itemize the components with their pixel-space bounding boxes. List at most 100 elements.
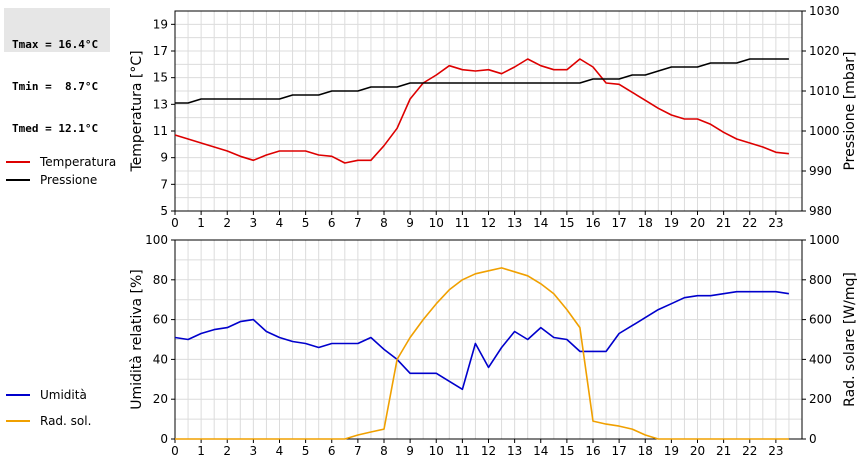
- x-tick-label: 23: [768, 216, 783, 230]
- legend-label-pressione: Pressione: [40, 173, 98, 187]
- x-tick-label: 7: [354, 216, 362, 230]
- x-tick-label: 12: [481, 444, 496, 458]
- y-tick-label: 7: [160, 177, 168, 191]
- stats-box: Tmax = 16.4°C Tmin = 8.7°C Tmed = 12.1°C: [4, 8, 110, 135]
- x-tick-label: 4: [276, 216, 284, 230]
- x-tick-label: 18: [638, 216, 653, 230]
- x-tick-label: 8: [380, 216, 388, 230]
- x-tick-label: 21: [716, 444, 731, 458]
- x-tick-label: 0: [171, 216, 179, 230]
- y2-tick-label: 990: [809, 164, 832, 178]
- y-axis-label: Umidità relativa [%]: [129, 269, 145, 410]
- x-tick-label: 16: [585, 444, 600, 458]
- legend-item-pressione: Pressione: [6, 171, 116, 189]
- y-tick-label: 11: [153, 124, 168, 138]
- x-tick-label: 3: [250, 216, 258, 230]
- y-tick-label: 19: [153, 17, 168, 31]
- x-tick-label: 15: [559, 444, 574, 458]
- x-tick-label: 10: [429, 444, 444, 458]
- y2-tick-label: 1020: [809, 44, 840, 58]
- x-tick-label: 19: [664, 216, 679, 230]
- x-tick-label: 11: [455, 444, 470, 458]
- y2-tick-label: 1030: [809, 4, 840, 18]
- x-tick-label: 3: [250, 444, 258, 458]
- x-tick-label: 13: [507, 216, 522, 230]
- x-tick-label: 8: [380, 444, 388, 458]
- y-axis-label: Temperatura [°C]: [129, 50, 145, 172]
- y-tick-label: 5: [160, 204, 168, 218]
- legend-label-radsol: Rad. sol.: [40, 414, 92, 428]
- y2-axis-label: Rad. solare [W/mq]: [842, 272, 858, 407]
- y-tick-label: 9: [160, 151, 168, 165]
- x-tick-label: 2: [223, 444, 231, 458]
- x-tick-label: 13: [507, 444, 522, 458]
- y-tick-label: 60: [153, 313, 168, 327]
- y-tick-label: 20: [153, 392, 168, 406]
- series-line-umidit-: [174, 290, 790, 391]
- x-tick-label: 17: [611, 216, 626, 230]
- legend-label-temperatura: Temperatura: [40, 155, 117, 169]
- y2-tick-label: 1000: [809, 233, 840, 247]
- legend-item-radsol: Rad. sol.: [6, 412, 91, 430]
- y2-tick-label: 0: [809, 432, 817, 446]
- x-tick-label: 12: [481, 216, 496, 230]
- x-tick-label: 14: [533, 444, 548, 458]
- x-tick-label: 11: [455, 216, 470, 230]
- x-tick-label: 16: [585, 216, 600, 230]
- x-tick-label: 18: [638, 444, 653, 458]
- x-tick-label: 1: [197, 444, 205, 458]
- chart-1: 0 1 2 3 4 5 6 7 8 9 10 11 12 13 14 15 16 17 18 19 20 21 22 2302…: [129, 233, 858, 458]
- legend-label-umidita: Umidità: [40, 388, 87, 402]
- x-tick-label: 1: [197, 216, 205, 230]
- x-tick-label: 0: [171, 444, 179, 458]
- x-tick-label: 9: [406, 444, 414, 458]
- series-line-temperatura: [174, 58, 789, 164]
- x-tick-label: 22: [742, 444, 757, 458]
- y-tick-label: 100: [145, 233, 168, 247]
- y2-tick-label: 400: [809, 352, 832, 366]
- x-tick-label: 19: [664, 444, 679, 458]
- y2-tick-label: 600: [809, 313, 832, 327]
- x-tick-label: 20: [690, 444, 705, 458]
- series-line-pressione: [175, 58, 789, 104]
- x-tick-label: 14: [533, 216, 548, 230]
- legend-swatch-radsol: [6, 420, 30, 422]
- x-tick-label: 9: [406, 216, 414, 230]
- x-tick-label: 7: [354, 444, 362, 458]
- x-tick-label: 15: [559, 216, 574, 230]
- legend-item-umidita: Umidità: [6, 386, 91, 404]
- y-tick-label: 0: [160, 432, 168, 446]
- legend-swatch-temperatura: [6, 161, 30, 163]
- y-tick-label: 80: [153, 273, 168, 287]
- x-tick-label: 5: [302, 444, 310, 458]
- y2-tick-label: 800: [809, 273, 832, 287]
- chart-0: 0 1 2 3 4 5 6 7 8 9 10 11 12 13 14 15 16 17 18 19 20 21 22 2357…: [129, 4, 858, 230]
- x-tick-label: 20: [690, 216, 705, 230]
- x-tick-label: 5: [302, 216, 310, 230]
- x-tick-label: 22: [742, 216, 757, 230]
- y2-tick-label: 1010: [809, 84, 840, 98]
- y2-tick-label: 980: [809, 204, 832, 218]
- y-tick-label: 40: [153, 352, 168, 366]
- y2-tick-label: 1000: [809, 124, 840, 138]
- legend-item-temperatura: Temperatura: [6, 153, 116, 171]
- tmed-label: Tmed = 12.1°C: [12, 122, 99, 135]
- x-tick-label: 17: [611, 444, 626, 458]
- x-tick-label: 10: [429, 216, 444, 230]
- y-tick-label: 15: [153, 71, 168, 85]
- x-tick-label: 21: [716, 216, 731, 230]
- x-tick-label: 4: [276, 444, 284, 458]
- x-tick-label: 6: [328, 444, 336, 458]
- series-line-rad-sol-: [175, 267, 789, 440]
- legend-swatch-pressione: [6, 179, 30, 181]
- legend-swatch-umidita: [6, 394, 30, 396]
- x-tick-label: 23: [768, 444, 783, 458]
- legend-top-chart: Temperatura Pressione: [6, 153, 116, 189]
- x-tick-label: 2: [223, 216, 231, 230]
- tmax-label: Tmax = 16.4°C: [12, 38, 99, 51]
- y-tick-label: 13: [153, 97, 168, 111]
- y2-axis-label: Pressione [mbar]: [842, 51, 858, 170]
- tmin-label: Tmin = 8.7°C: [12, 80, 99, 93]
- y2-tick-label: 200: [809, 392, 832, 406]
